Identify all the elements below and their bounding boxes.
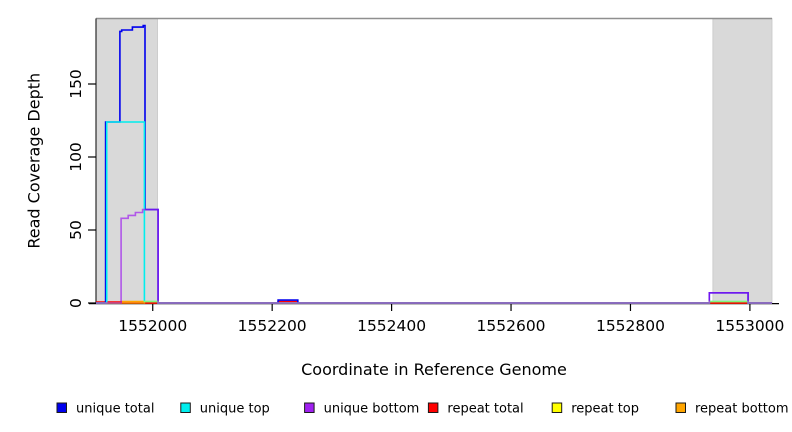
x-tick-label: 1552600 xyxy=(477,317,546,335)
y-tick-label: 100 xyxy=(67,142,85,172)
legend-label-unique-bottom: unique bottom xyxy=(324,402,420,417)
series-unique-top xyxy=(96,121,772,304)
y-tick-label: 150 xyxy=(67,69,85,99)
repeat-region-right xyxy=(712,18,773,304)
x-axis-title: Coordinate in Reference Genome xyxy=(301,360,567,379)
legend-swatch-unique-top xyxy=(180,402,191,413)
legend-swatch-repeat-total xyxy=(427,402,439,413)
legend-swatch-repeat-bottom xyxy=(675,402,686,413)
x-tick-label: 1552400 xyxy=(357,317,426,335)
series-unique-bottom xyxy=(96,208,772,304)
legend-swatch-unique-total xyxy=(56,402,67,413)
legend-label-repeat-total: repeat total xyxy=(447,402,523,417)
legend-label-unique-top: unique top xyxy=(200,402,270,417)
legend-label-unique-total: unique total xyxy=(76,402,154,417)
legend-label-repeat-bottom: repeat bottom xyxy=(695,402,789,417)
x-tick-label: 1552000 xyxy=(118,317,187,335)
y-tick-label: 50 xyxy=(67,220,85,240)
x-tick-label: 1552800 xyxy=(596,317,665,335)
x-tick-label: 1553000 xyxy=(715,317,784,335)
x-tick-label: 1552200 xyxy=(238,317,307,335)
y-tick-label: 0 xyxy=(67,298,85,308)
legend-swatch-repeat-top xyxy=(551,402,563,413)
legend-swatch-unique-bottom xyxy=(304,402,315,413)
series-unique-total xyxy=(96,24,772,304)
y-axis-title: Read Coverage Depth xyxy=(25,73,44,249)
legend-label-repeat-top: repeat top xyxy=(571,402,639,417)
